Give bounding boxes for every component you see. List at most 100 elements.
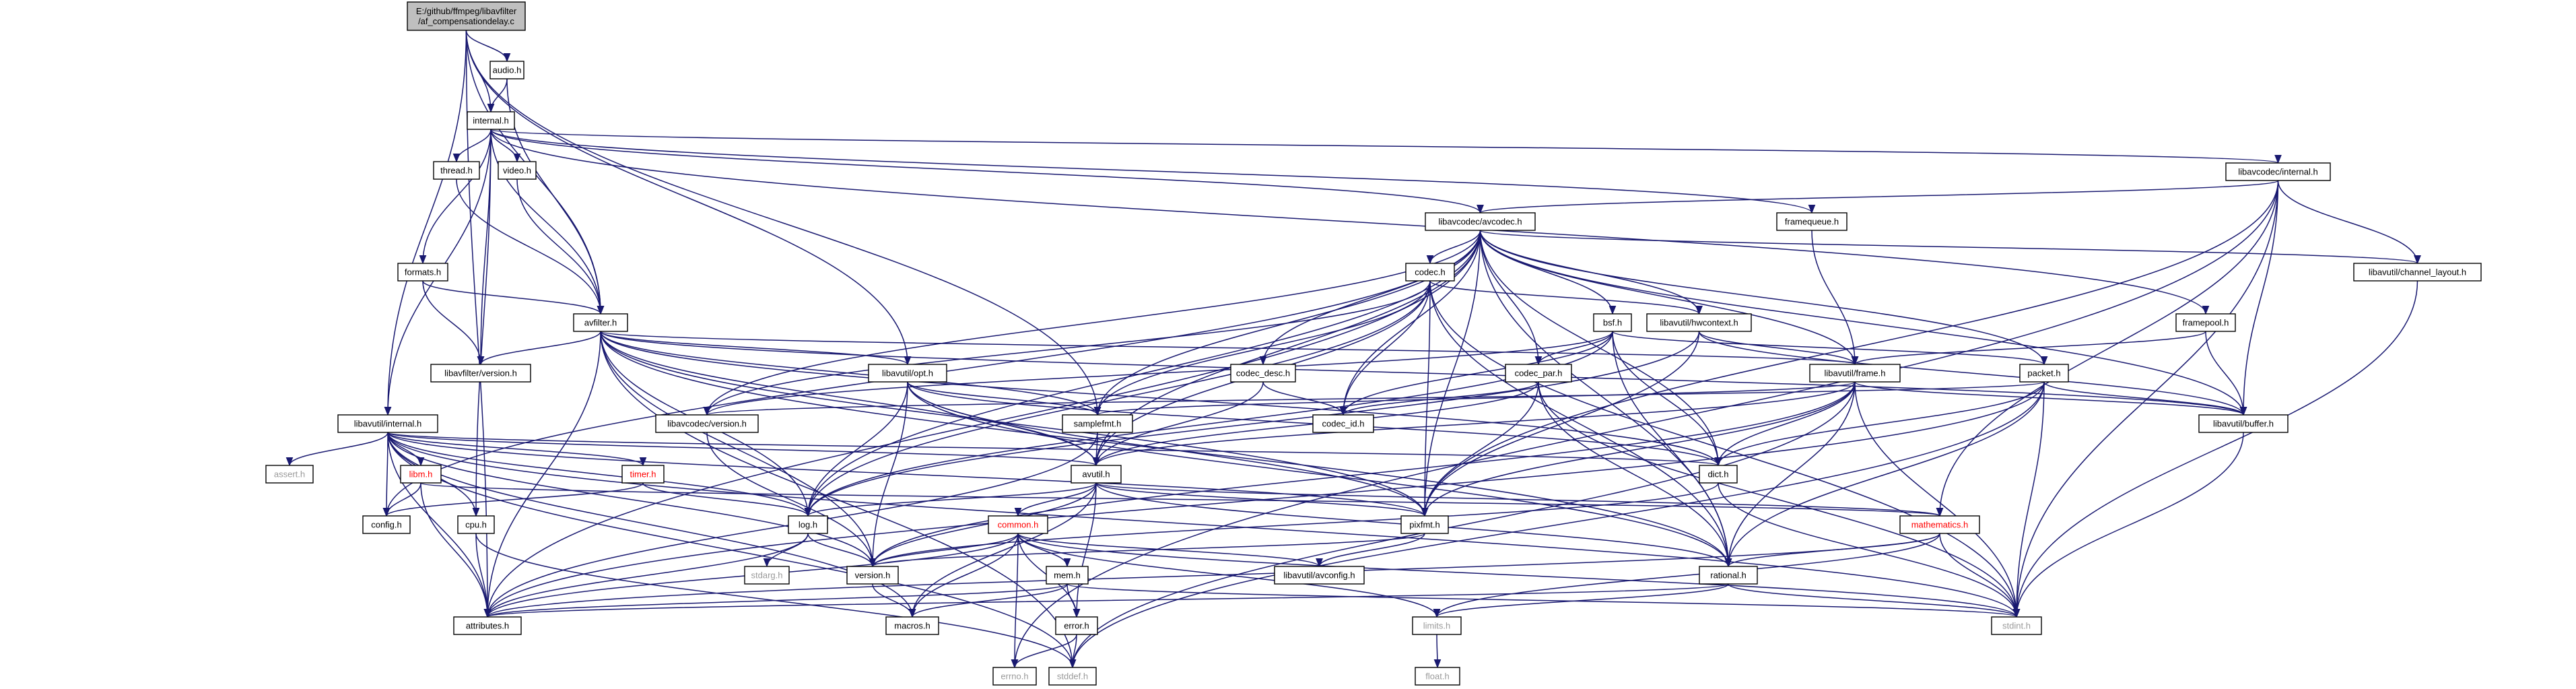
node-formats-h[interactable]: formats.h: [397, 263, 448, 282]
node-channel-layout-h[interactable]: libavutil/channel_layout.h: [2353, 263, 2482, 282]
edge-avcodec_h-to-avcodec_version_h: [703, 230, 1481, 416]
node-stddef-h[interactable]: stddef.h: [1048, 667, 1097, 686]
edge-internal_h-to-cpu_h: [472, 129, 492, 517]
edge-avfilter_h-to-pixfmt_h: [600, 331, 1429, 517]
node-label: avutil.h: [1082, 469, 1110, 480]
node-opt-h[interactable]: libavutil/opt.h: [868, 364, 947, 383]
node-avcodec-h[interactable]: libavcodec/avcodec.h: [1425, 212, 1536, 231]
edge-frame_h-to-stddef_h: [1069, 381, 1856, 669]
node-avutil-h[interactable]: avutil.h: [1071, 465, 1122, 484]
edge-codec_par_h-to-pixfmt_h: [1421, 381, 1539, 517]
node-hwcontext-h[interactable]: libavutil/hwcontext.h: [1646, 313, 1752, 332]
edge-internal_h-to-video_h: [490, 129, 521, 163]
node-codec-par-h[interactable]: codec_par.h: [1505, 364, 1572, 383]
node-frame-h[interactable]: libavutil/frame.h: [1809, 364, 1901, 383]
node-config-h[interactable]: config.h: [362, 515, 411, 534]
edge-packet_h-to-stdint_h: [2012, 381, 2045, 618]
edge-rational_h-to-attributes_h: [484, 583, 1729, 618]
node-avconfig-h[interactable]: libavutil/avconfig.h: [1274, 566, 1365, 585]
node-framequeue-h[interactable]: framequeue.h: [1776, 212, 1848, 231]
node-box: [1699, 566, 1758, 585]
node-bsf-h[interactable]: bsf.h: [1593, 313, 1632, 332]
node-errno-h[interactable]: errno.h: [992, 667, 1037, 686]
node-label: pixfmt.h: [1409, 520, 1440, 530]
node-label: libavutil/internal.h: [354, 419, 421, 429]
edge-bsf_h-to-packet_h: [1612, 331, 2048, 366]
node-limits-h[interactable]: limits.h: [1412, 616, 1462, 635]
node-box: [846, 566, 899, 585]
edge-dict_h-to-stdint_h: [1718, 482, 2021, 618]
node-rational-h[interactable]: rational.h: [1699, 566, 1758, 585]
node-box: [1412, 616, 1462, 635]
node-box: [407, 1, 526, 31]
node-label: samplefmt.h: [1074, 419, 1122, 429]
edge-avcodec_version_h-to-version_h: [706, 432, 877, 568]
node-root[interactable]: E:/github/ffmpeg/libavfilter/af_compensa…: [407, 1, 526, 31]
node-codec-h[interactable]: codec.h: [1405, 263, 1455, 282]
node-box: [265, 465, 314, 484]
edge-avfilter_h-to-avfilter_version_h: [477, 331, 601, 366]
edge-libm_h-to-mathematics_h: [420, 482, 1943, 517]
node-video-h[interactable]: video.h: [498, 161, 537, 180]
node-version-h[interactable]: version.h: [846, 566, 899, 585]
node-stdarg-h[interactable]: stdarg.h: [744, 566, 790, 585]
edge-frame_h-to-pixfmt_h: [1421, 381, 1856, 517]
node-cpu-h[interactable]: cpu.h: [457, 515, 495, 534]
node-libm-h[interactable]: libm.h: [400, 465, 442, 484]
edge-hwcontext_h-to-buffer_h: [1698, 331, 2247, 416]
node-error-h[interactable]: error.h: [1055, 616, 1098, 635]
node-label: /af_compensationdelay.c: [418, 16, 514, 26]
node-label: float.h: [1425, 671, 1449, 682]
edge-hwcontext_h-to-log_h: [804, 331, 1700, 517]
node-lavc-internal-h[interactable]: libavcodec/internal.h: [2225, 162, 2331, 181]
node-label: libavcodec/version.h: [667, 419, 747, 429]
node-label: libavutil/hwcontext.h: [1660, 318, 1738, 328]
node-log-h[interactable]: log.h: [788, 515, 828, 534]
node-internal-h[interactable]: internal.h: [467, 111, 515, 130]
node-avutil-internal-h[interactable]: libavutil/internal.h: [337, 414, 438, 433]
node-label: avfilter.h: [584, 318, 617, 328]
node-packet-h[interactable]: packet.h: [2019, 364, 2069, 383]
node-mathematics-h[interactable]: mathematics.h: [1899, 515, 1980, 534]
node-avfilter-version-h[interactable]: libavfilter/version.h: [430, 364, 531, 383]
node-box: [430, 364, 531, 383]
node-thread-h[interactable]: thread.h: [433, 161, 480, 180]
node-stdint-h[interactable]: stdint.h: [1991, 616, 2042, 635]
edge-packet_h-to-avcodec_version_h: [704, 381, 2045, 416]
node-avcodec-version-h[interactable]: libavcodec/version.h: [655, 414, 759, 433]
node-assert-h[interactable]: assert.h: [265, 465, 314, 484]
node-mem-h[interactable]: mem.h: [1046, 566, 1089, 585]
node-label: mathematics.h: [1911, 520, 1969, 530]
node-pixfmt-h[interactable]: pixfmt.h: [1400, 515, 1449, 534]
edge-avutil_internal_h-to-attributes_h: [387, 432, 492, 618]
node-samplefmt-h[interactable]: samplefmt.h: [1062, 414, 1133, 433]
node-codec-id-h[interactable]: codec_id.h: [1312, 414, 1374, 433]
node-framepool-h[interactable]: framepool.h: [2175, 313, 2236, 332]
node-common-h[interactable]: common.h: [988, 515, 1048, 534]
node-label: errno.h: [1001, 671, 1028, 682]
node-codec-desc-h[interactable]: codec_desc.h: [1230, 364, 1296, 383]
node-label: codec.h: [1415, 267, 1446, 277]
edge-codec_desc_h-to-avutil_h: [1092, 381, 1264, 467]
node-label: config.h: [371, 520, 402, 530]
edge-avcodec_h-to-pixfmt_h: [1421, 230, 1481, 517]
edge-pixfmt_h-to-avconfig_h: [1316, 533, 1425, 568]
node-dict-h[interactable]: dict.h: [1699, 465, 1738, 484]
node-audio-h[interactable]: audio.h: [489, 61, 524, 79]
node-timer-h[interactable]: timer.h: [621, 465, 665, 484]
node-box: [1991, 616, 2042, 635]
edge-lavc_internal_h-to-buffer_h: [2239, 180, 2279, 416]
edge-bsf_h-to-dict_h: [1612, 331, 1722, 467]
edge-avutil_h-to-log_h: [804, 482, 1097, 517]
edge-avutil_internal_h-to-version_h: [387, 432, 877, 568]
node-buffer-h[interactable]: libavutil/buffer.h: [2198, 414, 2289, 433]
node-attributes-h[interactable]: attributes.h: [453, 616, 522, 635]
node-avfilter-h[interactable]: avfilter.h: [573, 313, 628, 332]
node-label: error.h: [1064, 621, 1089, 631]
node-label: thread.h: [440, 166, 473, 176]
edge-internal_h-to-framepool_h: [490, 129, 2210, 315]
node-float-h[interactable]: float.h: [1415, 667, 1460, 686]
node-macros-h[interactable]: macros.h: [885, 616, 939, 635]
edge-avfilter_h-to-stddef_h: [600, 331, 1077, 669]
